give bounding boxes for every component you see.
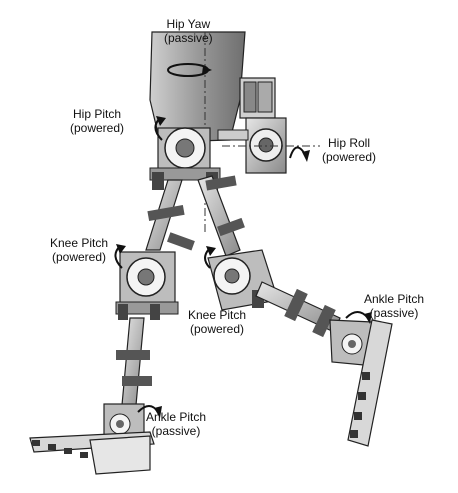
left-ankle-pitch-name: Ankle Pitch [146, 410, 207, 424]
pelvis-housing [149, 31, 246, 143]
left-ankle-foot [29, 403, 155, 475]
left-knee-joint [115, 251, 179, 320]
hip-pitch-label: Hip Pitch (powered) [70, 107, 124, 135]
left-knee-pitch-name: Knee Pitch [50, 236, 109, 250]
hip-roll-arrow [289, 146, 310, 162]
right-knee-arrow [204, 246, 216, 269]
hip-pitch-joint [149, 127, 221, 190]
left-shank-link [116, 317, 152, 406]
right-knee-pitch-label: Knee Pitch (powered) [188, 308, 246, 336]
right-thigh-link [197, 175, 245, 257]
hip-roll-mode: (powered) [322, 150, 377, 164]
hip-yaw-name: Hip Yaw [166, 17, 211, 31]
hip-roll-name: Hip Roll [328, 136, 371, 150]
hip-yaw-arrow [167, 63, 212, 77]
right-ankle-pitch-label: Ankle Pitch (passive) [364, 292, 424, 320]
right-shank-link [255, 281, 341, 338]
hip-pitch-name: Hip Pitch [73, 107, 122, 121]
hip-pitch-mode: (powered) [70, 121, 125, 135]
left-ankle-arrow [137, 405, 162, 418]
left-knee-pitch-mode: (powered) [52, 250, 107, 264]
hip-yaw-label: Hip Yaw (passive) [164, 17, 213, 45]
right-ankle-pitch-name: Ankle Pitch [364, 292, 425, 306]
hip-yaw-mode: (passive) [164, 31, 213, 45]
right-ankle-arrow [345, 311, 372, 324]
right-knee-pitch-name: Knee Pitch [188, 308, 247, 322]
left-ankle-pitch-mode: (passive) [151, 424, 201, 438]
right-ankle-pitch-mode: (passive) [369, 306, 419, 320]
left-thigh-link [145, 179, 195, 251]
left-knee-pitch-label: Knee Pitch (powered) [50, 236, 108, 264]
right-ankle-foot [329, 319, 393, 447]
hip-pitch-arrow [154, 116, 166, 141]
left-knee-arrow [114, 244, 126, 269]
right-knee-pitch-mode: (powered) [190, 322, 245, 336]
hip-roll-label: Hip Roll (powered) [322, 136, 376, 164]
left-ankle-pitch-label: Ankle Pitch (passive) [146, 410, 206, 438]
